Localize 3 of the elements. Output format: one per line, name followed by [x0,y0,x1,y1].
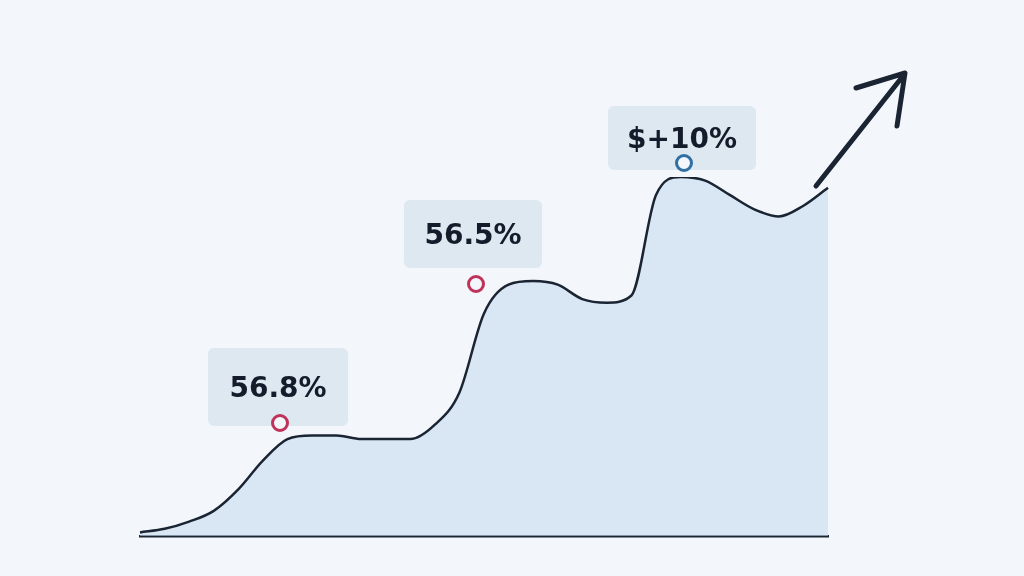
text: $+10% [608,106,756,170]
annotation: 56.8% [208,348,348,426]
annotation: 56.5% [404,200,542,268]
